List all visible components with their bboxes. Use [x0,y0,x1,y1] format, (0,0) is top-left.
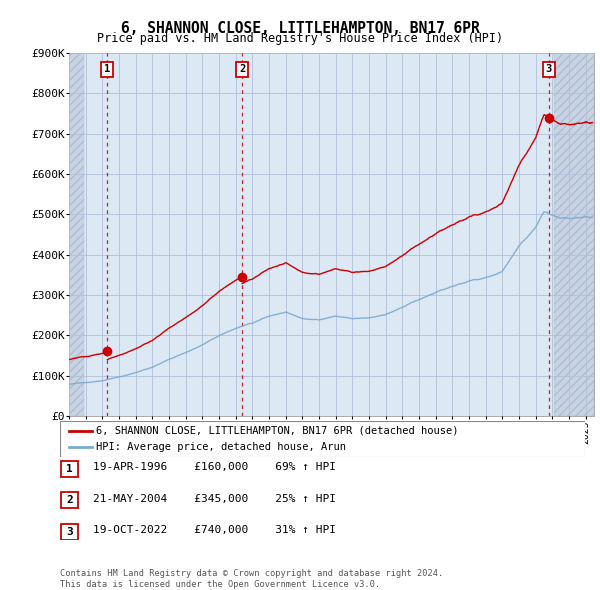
Text: 1: 1 [66,464,73,474]
Text: 3: 3 [546,64,552,74]
Text: 19-OCT-2022    £740,000    31% ↑ HPI: 19-OCT-2022 £740,000 31% ↑ HPI [93,525,336,535]
Text: 19-APR-1996    £160,000    69% ↑ HPI: 19-APR-1996 £160,000 69% ↑ HPI [93,463,336,472]
Text: 1: 1 [104,64,110,74]
Text: Price paid vs. HM Land Registry's House Price Index (HPI): Price paid vs. HM Land Registry's House … [97,32,503,45]
Text: 6, SHANNON CLOSE, LITTLEHAMPTON, BN17 6PR: 6, SHANNON CLOSE, LITTLEHAMPTON, BN17 6P… [121,21,479,35]
Text: 2: 2 [239,64,245,74]
Bar [554,53,594,416]
Text: 3: 3 [66,527,73,536]
Text: 2: 2 [66,496,73,505]
Bar [69,53,85,416]
Text: 21-MAY-2004    £345,000    25% ↑ HPI: 21-MAY-2004 £345,000 25% ↑ HPI [93,494,336,503]
Text: Contains HM Land Registry data © Crown copyright and database right 2024.
This d: Contains HM Land Registry data © Crown c… [60,569,443,589]
Text: 6, SHANNON CLOSE, LITTLEHAMPTON, BN17 6PR (detached house): 6, SHANNON CLOSE, LITTLEHAMPTON, BN17 6P… [96,425,458,435]
Text: HPI: Average price, detached house, Arun: HPI: Average price, detached house, Arun [96,442,346,453]
